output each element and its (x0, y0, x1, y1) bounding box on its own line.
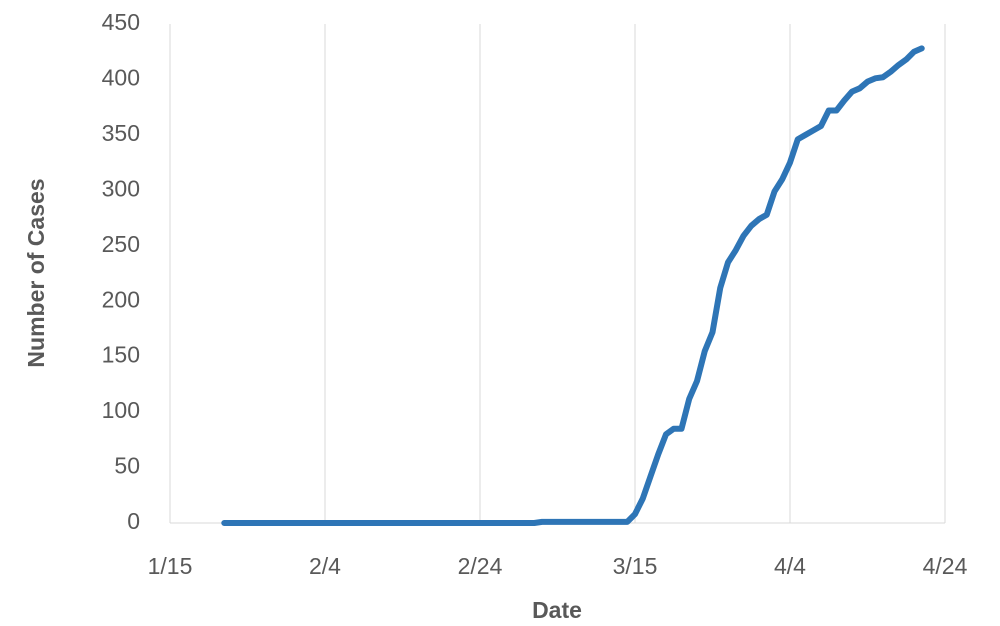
x-tick-label: 2/4 (309, 553, 341, 579)
y-tick-label: 400 (102, 65, 140, 91)
x-tick-label: 4/4 (774, 553, 806, 579)
y-tick-label: 300 (102, 175, 140, 201)
x-axis-title: Date (532, 597, 582, 623)
y-tick-label: 0 (127, 508, 140, 534)
x-tick-label: 1/15 (148, 553, 193, 579)
y-axis-title: Number of Cases (23, 178, 49, 367)
data-line (221, 45, 925, 526)
x-tick-label: 3/15 (613, 553, 658, 579)
y-tick-label: 50 (114, 453, 140, 479)
y-tick-label: 200 (102, 286, 140, 312)
y-tick-label: 350 (102, 120, 140, 146)
y-tick-label: 150 (102, 342, 140, 368)
x-tick-label: 4/24 (923, 553, 968, 579)
y-tick-label: 450 (102, 9, 140, 35)
y-tick-label: 250 (102, 231, 140, 257)
y-tick-label: 100 (102, 397, 140, 423)
x-tick-label: 2/24 (458, 553, 503, 579)
